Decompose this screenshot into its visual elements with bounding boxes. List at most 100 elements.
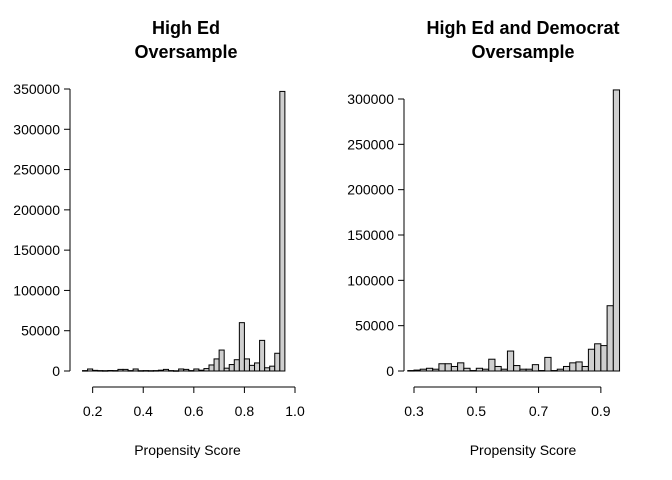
panel2-histogram-bar — [469, 370, 477, 372]
panel1-histogram-bar — [233, 359, 240, 372]
panel2-histogram-bar — [500, 368, 508, 372]
panel2-histogram-bar — [425, 367, 434, 372]
panel2-histogram-bar — [544, 356, 552, 372]
panel1-x-tick-label: 0.6 — [184, 403, 204, 419]
panel2-histogram-bar — [494, 365, 502, 372]
panel1-histogram-bar — [259, 339, 266, 372]
panel1-title-line-2: Oversample — [134, 42, 237, 62]
panel1-y-tick-label: 100000 — [13, 282, 60, 298]
panel1-histogram-bar — [137, 370, 144, 372]
panel2-x-tick-label: 0.3 — [404, 403, 424, 419]
panel1-histogram-bar — [223, 367, 230, 372]
panel1-x-tick-label: 1.0 — [285, 403, 305, 419]
panel1-x-axis-title: Propensity Score — [134, 442, 241, 458]
panel2-histogram-bar — [444, 363, 452, 372]
panel2-histogram-bar — [407, 370, 415, 372]
panel2-x-tick-label: 0.5 — [467, 403, 487, 419]
panel2-histogram-bar — [450, 365, 459, 372]
panel1-histogram-bar — [142, 370, 149, 372]
panel1-histogram-bar — [132, 368, 139, 372]
panel1-histogram-bar — [168, 370, 175, 372]
panel1-histogram-bar — [82, 370, 89, 372]
panel2-histogram-bar — [606, 305, 614, 372]
panel1-histogram-bar — [157, 369, 164, 372]
panel1-histogram-bar — [188, 370, 195, 372]
panel2-histogram-bar — [581, 365, 589, 372]
panel1-histogram-bar — [173, 370, 180, 372]
panel2-histogram-bar — [463, 367, 471, 372]
panel2-x-tick-label: 0.9 — [591, 403, 611, 419]
panel1-histogram-bar — [243, 358, 250, 372]
panel2-histogram-bar — [587, 348, 596, 372]
panel2-histogram-bar — [488, 358, 496, 372]
panel2-histogram-bar — [525, 368, 533, 372]
panel1-histogram-bar — [228, 364, 235, 372]
panel1-histogram-bar — [127, 370, 134, 372]
panel1-histogram-bar — [117, 368, 124, 372]
panel1-histogram-bar — [107, 370, 114, 372]
panel1-y-tick-label: 50000 — [21, 323, 60, 339]
panel1-histogram-bar — [248, 364, 256, 372]
panel1-x-tick-label: 0.4 — [134, 403, 154, 419]
panel2-histogram-bar — [513, 365, 521, 372]
panel1-histogram-bar — [87, 368, 94, 372]
panel1-histogram-bar — [279, 90, 286, 372]
panel2-y-tick-label: 0 — [386, 363, 394, 379]
panel2-y-tick-label: 250000 — [347, 136, 394, 152]
panel1-histogram-bar — [238, 322, 245, 372]
panel1-histogram-bar — [112, 370, 119, 372]
panel1-histogram-bar — [274, 352, 281, 372]
panel2-histogram-bar — [506, 350, 515, 372]
panel1-y-tick-label: 350000 — [13, 81, 60, 97]
panel2-histogram-bar — [531, 364, 540, 372]
panel1-y-tick-label: 0 — [52, 363, 60, 379]
panel1-x-tick-label: 0.8 — [235, 403, 255, 419]
panel1-histogram-bar — [203, 368, 210, 372]
panel1-x-tick-label: 0.2 — [83, 403, 103, 419]
panel2-histogram-bar — [600, 345, 608, 372]
panel2-y-tick-label: 150000 — [347, 227, 394, 243]
panel2-title-line-1: High Ed and Democrat — [426, 18, 619, 38]
panel1-histogram-bar — [193, 368, 200, 372]
panel2-histogram-bar — [575, 361, 583, 372]
panel1-histogram-bar — [254, 362, 261, 372]
panel2-histogram-bar — [482, 368, 490, 372]
panel2-histogram-bar — [457, 362, 465, 372]
panel1-histogram-bar — [264, 367, 271, 372]
panel2-title-line-2: Oversample — [471, 42, 574, 62]
panel2-y-tick-label: 100000 — [347, 272, 394, 288]
panel1-histogram-bar — [97, 370, 104, 372]
panel2-histogram-bar — [413, 369, 421, 372]
panel1-histogram-bar — [162, 368, 170, 372]
panel1-y-tick-label: 300000 — [13, 121, 60, 137]
panel2-histogram-bar — [569, 362, 577, 372]
panel2-y-tick-label: 50000 — [355, 318, 394, 334]
panel1-histogram-bar — [198, 369, 205, 372]
panel1-histogram-bar — [213, 358, 220, 372]
panel1-y-tick-label: 150000 — [13, 242, 60, 258]
panel1-histogram-bar — [147, 370, 154, 372]
panel1-histogram-bar — [122, 368, 129, 372]
panel1-histogram-bar — [218, 349, 225, 372]
panel2-histogram-bar — [562, 365, 571, 372]
panel1-histogram-bar — [92, 369, 99, 372]
panel2-histogram-bar — [519, 368, 527, 372]
panel2-histogram-bar — [538, 370, 546, 372]
panel1-y-tick-label: 250000 — [13, 162, 60, 178]
panel1-title-line-1: High Ed — [152, 18, 220, 38]
panel2-histogram-bar — [612, 89, 621, 372]
panel2-y-tick-label: 200000 — [347, 182, 394, 198]
panel2-y-tick-label: 300000 — [347, 91, 394, 107]
panel2-histogram-bar — [432, 368, 440, 372]
panel2-histogram-bar — [556, 368, 564, 372]
panel2-x-axis-title: Propensity Score — [470, 442, 577, 458]
panel1-histogram-bar — [102, 370, 109, 372]
panel1-histogram-bar — [208, 364, 215, 372]
panel2-histogram-bar — [594, 343, 602, 372]
panel1-histogram-bar — [269, 365, 276, 372]
panel2-histogram-bar — [550, 370, 558, 372]
panel1-histogram-bar — [152, 370, 159, 372]
panel2-histogram-bar — [438, 363, 446, 372]
panel1-histogram-bar — [178, 368, 185, 372]
